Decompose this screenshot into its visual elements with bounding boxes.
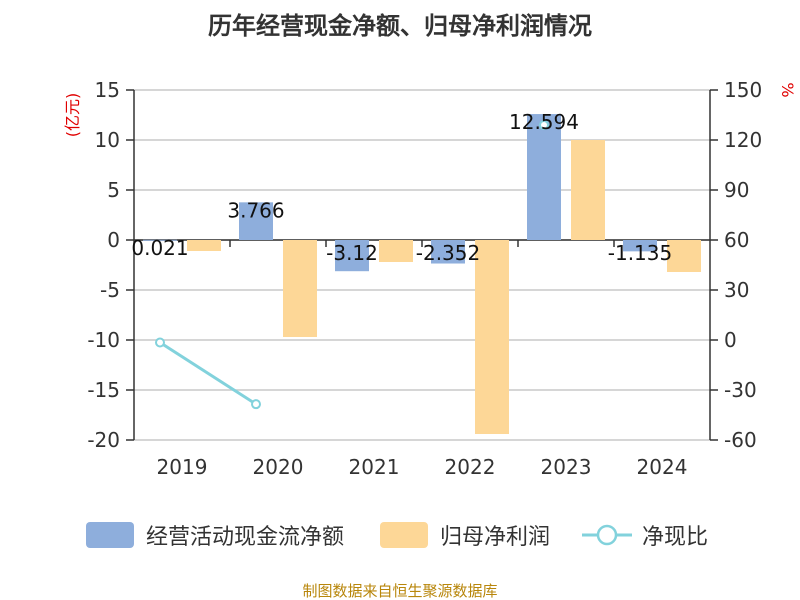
bar-profit (475, 240, 509, 434)
x-tick-label: 2024 (637, 455, 688, 479)
left-tick-label: 15 (95, 78, 120, 102)
ratio-line-segment (159, 341, 257, 406)
data-label-cashflow: 3.766 (227, 198, 284, 222)
bar-profit (187, 240, 221, 251)
bar-profit (667, 240, 701, 272)
legend: 经营活动现金流净额 归母净利润 净现比 (86, 522, 708, 550)
data-label-cashflow: -1.135 (608, 241, 672, 265)
ratio-point (251, 399, 261, 410)
left-axis: 15 10 5 0 -5 -10 -15 -20 (87, 78, 135, 452)
right-tick-label: 90 (724, 178, 749, 202)
left-tick-label: 10 (95, 128, 120, 152)
left-tick-label: 0 (107, 228, 120, 252)
bar-cashflow (623, 240, 657, 252)
left-tick-label: -15 (87, 378, 120, 402)
ratio-line (155, 120, 549, 410)
data-labels: 0.021 3.766 -3.12 -2.352 12.594 -1.135 (131, 110, 672, 265)
left-tick-label: -5 (100, 278, 120, 302)
legend-swatch-profit (380, 522, 428, 548)
data-label-cashflow: 0.021 (131, 236, 188, 260)
chart-title: 历年经营现金净额、归母净利润情况 (208, 12, 592, 40)
legend-marker-ratio (596, 524, 618, 546)
bar-cashflow (143, 239, 177, 241)
ratio-point (539, 120, 549, 130)
right-tick-label: 30 (724, 278, 749, 302)
bar-profit (379, 240, 413, 262)
left-tick-label: -10 (87, 328, 120, 352)
x-tick-label: 2020 (253, 455, 304, 479)
grid-lines (134, 89, 710, 441)
left-tick-label: 5 (107, 178, 120, 202)
bar-cashflow (239, 202, 273, 240)
ratio-point (155, 337, 165, 348)
x-tick-label: 2019 (157, 455, 208, 479)
data-label-cashflow: -3.12 (326, 241, 378, 265)
x-tick-label: 2022 (445, 455, 496, 479)
x-tick-label: 2021 (349, 455, 400, 479)
right-tick-label: 0 (724, 328, 737, 352)
source-note: 制图数据来自恒生聚源数据库 (302, 582, 497, 600)
bar-cashflow (527, 114, 561, 240)
right-tick-label: 120 (724, 128, 762, 152)
x-axis: 2019 2020 2021 2022 2023 2024 (134, 239, 710, 479)
legend-swatch-cashflow (86, 522, 134, 548)
bar-profit (283, 240, 317, 337)
right-axis-unit: % (778, 82, 797, 97)
bars (143, 114, 701, 434)
left-tick-label: -20 (87, 428, 120, 452)
legend-label-cashflow: 经营活动现金流净额 (146, 525, 344, 550)
right-tick-label: 60 (724, 228, 749, 252)
right-tick-label: -30 (724, 378, 757, 402)
x-tick-label: 2023 (541, 455, 592, 479)
legend-label-profit: 归母净利润 (440, 525, 550, 550)
data-label-cashflow: 12.594 (509, 110, 579, 134)
left-axis-unit: (亿元) (63, 93, 82, 138)
legend-label-ratio: 净现比 (642, 525, 708, 550)
bar-cashflow (431, 240, 465, 264)
bar-cashflow (335, 240, 369, 272)
right-tick-label: -60 (724, 428, 757, 452)
right-tick-label: 150 (724, 78, 762, 102)
data-label-cashflow: -2.352 (416, 241, 480, 265)
bar-profit (571, 140, 605, 240)
right-axis: 150 120 90 60 30 0 -30 -60 (709, 78, 762, 452)
